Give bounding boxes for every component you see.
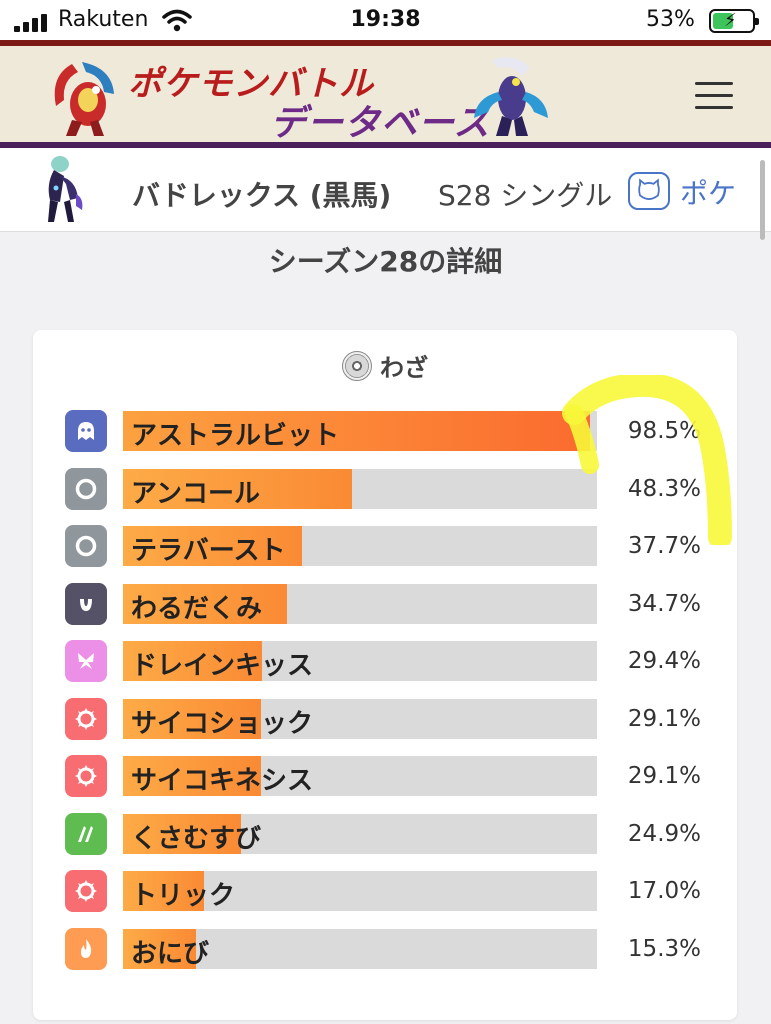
move-row[interactable]: サイコキネシス 29.1% (65, 755, 715, 799)
logo-title-line1[interactable]: ポケモンバトル (128, 64, 375, 104)
card-title: わざ (380, 354, 428, 382)
card-header: わざ (33, 348, 737, 384)
usage-bar-fill (123, 411, 590, 451)
move-name: ドレインキッス (131, 651, 314, 681)
move-row[interactable]: トリック 17.0% (65, 870, 715, 914)
move-row[interactable]: ドレインキッス 29.4% (65, 640, 715, 684)
normal-icon (65, 467, 107, 510)
move-usage-percent: 29.1% (627, 705, 701, 732)
move-usage-percent: 17.0% (627, 878, 701, 904)
pokemon-tab-icon[interactable] (628, 172, 670, 210)
move-name: アンコール (131, 478, 260, 509)
move-name: わるだくみ (131, 593, 263, 624)
normal-icon (65, 525, 107, 567)
usage-bar-fill (123, 871, 204, 911)
move-usage-percent: 29.4% (627, 648, 701, 674)
signal-icon (14, 14, 52, 32)
usage-bar-fill (123, 526, 302, 566)
usage-bar-track (123, 641, 597, 681)
koraidon-logo-icon[interactable] (42, 54, 132, 138)
move-name: テラバースト (131, 536, 286, 566)
usage-bar-track (123, 698, 597, 739)
fairy-icon (65, 640, 107, 682)
move-row[interactable]: くさむすび 24.9% (65, 812, 715, 857)
move-usage-percent: 34.7% (627, 590, 701, 617)
wifi-icon (162, 9, 192, 32)
psychic-icon (65, 870, 107, 912)
section-title: シーズン28の詳細 (268, 245, 503, 278)
season-format-label: S28 シングル (438, 179, 613, 212)
usage-bar-fill (123, 928, 196, 969)
clock: 19:38 (350, 7, 421, 32)
pokemon-tab-label[interactable]: ポケ (680, 177, 737, 210)
psychic-icon (65, 755, 107, 797)
move-usage-percent: 98.5% (627, 418, 701, 444)
battery-icon: ⚡ (709, 9, 759, 33)
usage-bar-track (123, 411, 597, 451)
usage-bar-fill (123, 583, 288, 624)
move-row[interactable]: アンコール 48.3% (65, 467, 715, 512)
usage-bar-track (123, 928, 597, 969)
usage-bar-track (123, 583, 597, 624)
move-row[interactable]: わるだくみ 34.7% (65, 582, 715, 627)
moves-usage-card: わざ アストラルビット 98.5% アンコール 48.3% テラバースト 37.7% わるだ… (33, 330, 737, 1020)
disc-icon (342, 350, 372, 381)
grass-icon (65, 812, 107, 855)
usage-bar-fill (123, 641, 263, 681)
battery-percent: 53% (646, 7, 695, 32)
move-row[interactable]: アストラルビット 98.5% (65, 410, 715, 454)
usage-bar-track (123, 871, 597, 911)
move-name: おにび (131, 938, 210, 969)
pokemon-name: バドレックス (黒馬) (132, 179, 392, 212)
status-bar: Rakuten 19:38 53% ⚡ (0, 0, 771, 40)
move-row[interactable]: おにび 15.3% (65, 927, 715, 972)
usage-bar-fill (123, 468, 352, 509)
miraidon-logo-icon[interactable] (470, 52, 550, 138)
ghost-icon (65, 410, 107, 452)
usage-bar-track (123, 468, 597, 509)
move-name: トリック (131, 881, 236, 911)
move-usage-percent: 24.9% (627, 820, 701, 847)
usage-bar-track (123, 526, 597, 566)
move-usage-percent: 37.7% (627, 533, 701, 559)
usage-bar-track (123, 813, 597, 854)
move-row[interactable]: テラバースト 37.7% (65, 525, 715, 569)
site-header: ポケモンバトル データベース (0, 40, 771, 148)
usage-bar-fill (123, 698, 261, 739)
psychic-icon (65, 697, 107, 740)
usage-bar-fill (123, 813, 242, 854)
carrier-label: Rakuten (58, 7, 149, 32)
move-name: アストラルビット (131, 421, 340, 451)
move-usage-percent: 48.3% (627, 475, 701, 502)
fire-icon (65, 927, 107, 970)
usage-bar-fill (123, 756, 261, 796)
dark-icon (65, 582, 107, 625)
hamburger-menu-button[interactable] (695, 82, 733, 110)
calyrex-shadow-rider-sprite-icon (48, 156, 83, 222)
pokemon-info-bar: バドレックス (黒馬) S28 シングル ポケ (0, 148, 771, 232)
move-name: くさむすび (131, 823, 262, 854)
move-usage-percent: 15.3% (627, 935, 701, 962)
usage-bar-track (123, 756, 597, 796)
scrollbar[interactable] (760, 160, 765, 240)
move-name: サイコショック (131, 708, 314, 739)
move-name: サイコキネシス (131, 766, 314, 796)
move-usage-percent: 29.1% (627, 763, 701, 789)
logo-title-line2[interactable]: データベース (270, 103, 491, 144)
move-row[interactable]: サイコショック 29.1% (65, 697, 715, 742)
